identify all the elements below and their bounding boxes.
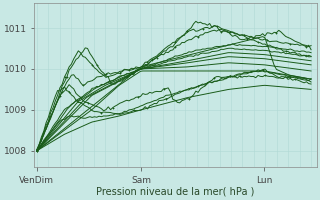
X-axis label: Pression niveau de la mer( hPa ): Pression niveau de la mer( hPa ) [96,187,254,197]
